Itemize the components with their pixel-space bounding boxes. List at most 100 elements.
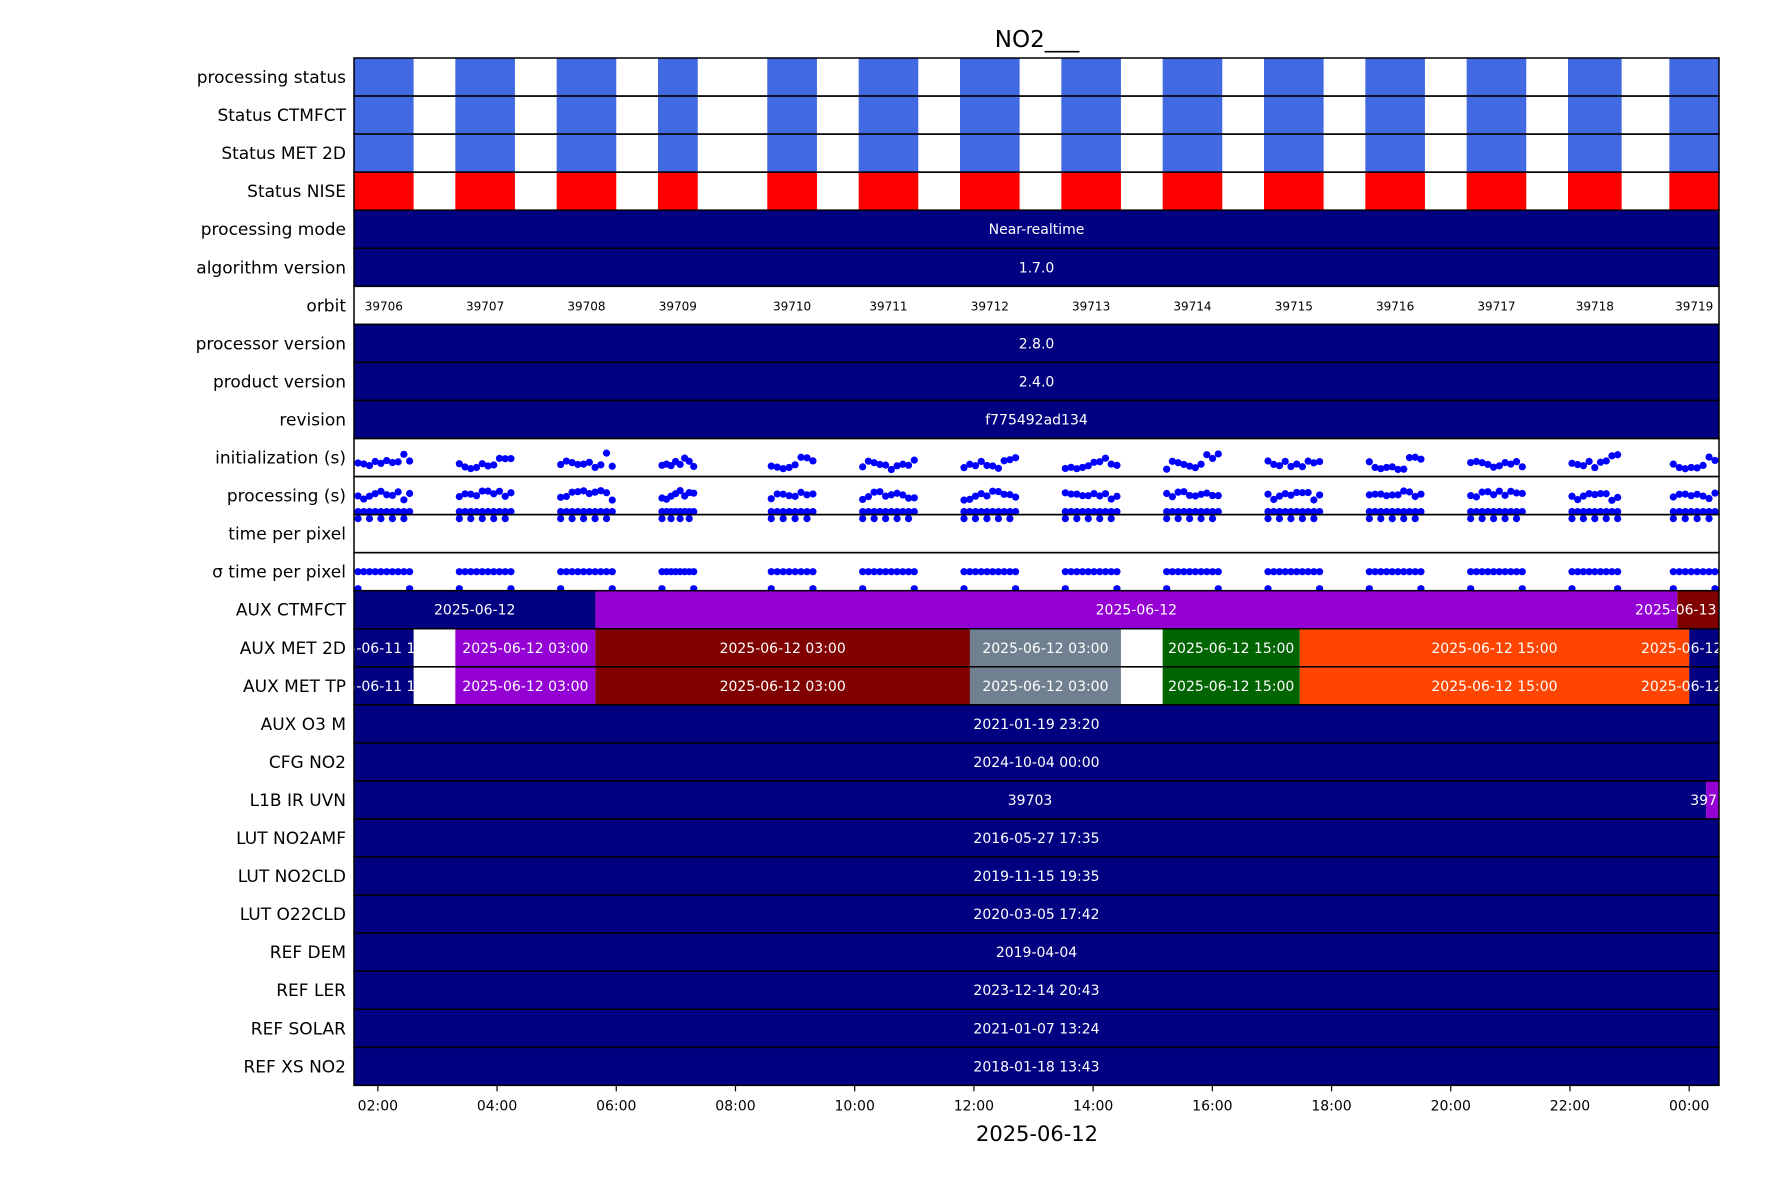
data-point xyxy=(1518,568,1526,576)
row-label: Status MET 2D xyxy=(221,144,346,164)
data-point xyxy=(1191,508,1199,516)
data-point xyxy=(887,491,895,499)
data-point xyxy=(1371,568,1379,576)
data-point xyxy=(1090,458,1098,466)
data-point xyxy=(1501,491,1509,499)
data-point xyxy=(1012,493,1020,501)
data-point xyxy=(360,460,368,468)
data-point xyxy=(910,494,918,502)
data-point xyxy=(1006,568,1014,576)
data-point xyxy=(1304,457,1312,465)
data-point xyxy=(400,515,408,523)
data-point xyxy=(1501,515,1509,523)
data-point xyxy=(1484,568,1492,576)
data-point xyxy=(910,568,918,576)
bar-label: f775492ad134 xyxy=(985,412,1088,428)
row-22: LUT O22CLD 2020-03-05 17:42 xyxy=(240,894,1720,934)
data-point xyxy=(377,568,385,576)
data-point xyxy=(1214,508,1222,516)
data-point xyxy=(803,454,811,462)
row-label: L1B IR UVN xyxy=(250,791,346,811)
data-point xyxy=(1411,453,1419,461)
data-point xyxy=(1411,492,1419,501)
data-point xyxy=(1495,487,1503,495)
data-point xyxy=(1388,491,1396,499)
data-point xyxy=(797,508,805,516)
row-label: AUX MET TP xyxy=(243,677,346,697)
bar-label: 2025-06-12 03:00 xyxy=(720,679,846,695)
data-point xyxy=(1608,508,1616,516)
bar-segment xyxy=(1162,628,1300,667)
data-point xyxy=(1507,460,1515,468)
data-point xyxy=(1579,492,1588,500)
data-point xyxy=(1316,508,1324,516)
data-point xyxy=(676,487,684,495)
data-point xyxy=(1411,568,1419,576)
data-point xyxy=(585,508,593,516)
status-segment xyxy=(1466,172,1527,211)
data-point xyxy=(1518,463,1526,471)
data-point xyxy=(1107,495,1115,503)
bar-segment xyxy=(1706,780,1719,819)
data-point xyxy=(859,568,867,576)
data-point xyxy=(1168,457,1177,465)
data-point xyxy=(1614,515,1622,523)
bar-segment xyxy=(595,590,1678,629)
data-point xyxy=(1180,488,1188,496)
data-point xyxy=(797,488,805,496)
status-segment xyxy=(354,96,414,135)
data-point xyxy=(591,488,599,496)
status-segment xyxy=(1567,172,1622,211)
data-point xyxy=(1400,515,1408,523)
data-point xyxy=(608,462,616,470)
bar-segment xyxy=(354,742,1719,781)
data-point xyxy=(597,487,605,495)
data-point xyxy=(989,462,997,470)
data-point xyxy=(461,508,469,516)
data-point xyxy=(371,490,379,498)
data-point xyxy=(360,508,368,516)
row-label: REF SOLAR xyxy=(251,1019,346,1039)
rows-layer: processing status Status CTMFCT Status MET… xyxy=(196,57,1720,1087)
data-point xyxy=(608,508,616,516)
data-point xyxy=(1208,568,1217,576)
data-point xyxy=(1270,495,1278,504)
data-point xyxy=(377,508,385,516)
data-point xyxy=(904,568,913,576)
bar-label: 2025-06-12 03:00 xyxy=(982,679,1108,695)
bar-label: 2025-06-12 03:00 xyxy=(462,641,588,657)
status-segment xyxy=(455,96,515,135)
data-point xyxy=(1090,568,1098,576)
data-point xyxy=(562,492,570,501)
data-point xyxy=(501,508,509,516)
data-point xyxy=(1067,490,1075,498)
data-point xyxy=(1596,458,1605,466)
data-point xyxy=(1585,457,1593,466)
status-segment xyxy=(1162,96,1223,135)
data-point xyxy=(400,450,408,458)
bar-segment xyxy=(354,857,1719,896)
data-point xyxy=(1180,508,1188,516)
data-point xyxy=(1585,508,1593,516)
data-point xyxy=(899,508,907,516)
data-point xyxy=(597,508,605,516)
data-point xyxy=(1073,508,1081,516)
row-frame xyxy=(353,437,1720,478)
bar-segment xyxy=(1299,666,1690,705)
row-label: processor version xyxy=(196,334,346,354)
data-point xyxy=(1101,454,1110,462)
data-point xyxy=(1687,463,1695,472)
data-point xyxy=(1281,508,1289,516)
data-point xyxy=(562,457,570,465)
data-point xyxy=(365,462,374,470)
data-point xyxy=(809,568,817,576)
data-point xyxy=(971,568,980,576)
x-tick-label: 12:00 xyxy=(954,1098,994,1114)
data-point xyxy=(1574,508,1582,516)
data-point xyxy=(1078,568,1087,576)
bar-segment xyxy=(1299,628,1690,667)
data-point xyxy=(1275,462,1284,470)
data-point xyxy=(859,495,867,504)
data-point xyxy=(1411,508,1419,516)
